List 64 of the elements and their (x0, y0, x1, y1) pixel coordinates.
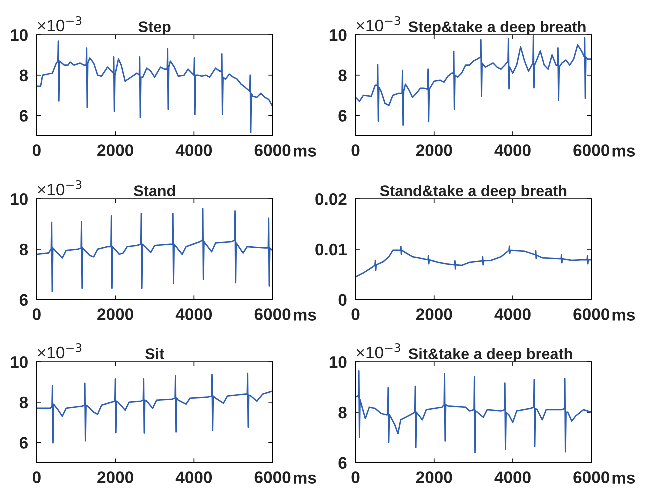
y-tick-label: 10 (11, 356, 28, 368)
x-tick-label: 2000 (98, 308, 134, 320)
text: ×10$^{−3}$ (38, 343, 82, 359)
chart-title: Sit&take a deep breath (408, 348, 572, 362)
text: ×10$^{−3}$ (356, 16, 400, 32)
y-tick-label: 8 (338, 70, 347, 82)
y-tick-label: 8 (20, 70, 28, 82)
y-tick-label: 10 (11, 29, 28, 42)
y-tick-label: 6 (338, 457, 347, 470)
x-tick-label: 6000 (574, 472, 610, 484)
y-tick-label: 0.02 (316, 193, 347, 206)
chart-title: Sit (146, 348, 164, 360)
x-tick-label: 0 (32, 308, 41, 320)
x-tick-label: 4000 (176, 472, 212, 484)
x-tick-label: 4000 (494, 308, 531, 320)
line-series (356, 246, 592, 278)
y-tick-label: 10 (330, 356, 347, 368)
x-tick-label: 0 (32, 472, 41, 484)
x-tick-label: 0 (32, 144, 41, 156)
x-tick-label: 4000 (176, 308, 212, 320)
chart-title: Step (138, 22, 171, 36)
x-axis-title: ms (294, 474, 316, 484)
text: ×10$^{−3}$ (38, 16, 82, 32)
x-tick-label: 2000 (98, 144, 134, 156)
line-series (36, 372, 273, 444)
x-axis-title: ms (612, 474, 636, 484)
text: ×10$^{−3}$ (38, 180, 82, 196)
x-tick-label: 2000 (98, 472, 134, 484)
x-axis-title: ms (612, 148, 636, 157)
y-tick-label: 0 (338, 294, 347, 306)
chart-title: Stand&take a deep breath (380, 185, 567, 200)
x-axis-title: ms (612, 312, 636, 321)
x-tick-label: 4000 (494, 144, 531, 156)
x-tick-label: 2000 (416, 144, 452, 156)
x-tick-label: 6000 (574, 144, 610, 156)
y-tick-label: 0.01 (316, 244, 347, 256)
y-tick-label: 8 (20, 244, 28, 256)
y-tick-label: 6 (20, 294, 28, 306)
x-tick-label: 0 (352, 144, 360, 156)
y-tick-label: 6 (338, 110, 347, 122)
x-tick-label: 2000 (416, 472, 452, 484)
y-tick-label: 6 (20, 110, 28, 122)
y-tick-label: 8 (338, 406, 347, 419)
x-tick-label: 6000 (254, 472, 291, 484)
x-tick-label: 2000 (416, 308, 452, 320)
x-tick-label: 6000 (574, 308, 610, 320)
y-tick-label: 6 (20, 437, 28, 449)
line-series (36, 208, 273, 292)
x-tick-label: 4000 (176, 144, 212, 156)
y-tick-label: 8 (20, 396, 28, 409)
chart-title: Step&take a deep breath (408, 21, 586, 36)
x-tick-label: 4000 (494, 472, 531, 484)
x-axis-title: ms (294, 148, 316, 157)
line-series (356, 370, 592, 454)
line-series (36, 40, 273, 134)
x-tick-label: 0 (352, 472, 360, 484)
x-tick-label: 6000 (254, 144, 291, 156)
x-tick-label: 6000 (254, 308, 291, 320)
x-axis-title: ms (294, 312, 316, 321)
text: ×10$^{−3}$ (356, 343, 400, 359)
y-tick-label: 10 (330, 29, 347, 42)
y-tick-label: 10 (11, 193, 28, 206)
x-tick-label: 0 (352, 308, 360, 320)
chart-title: Stand (134, 185, 176, 196)
